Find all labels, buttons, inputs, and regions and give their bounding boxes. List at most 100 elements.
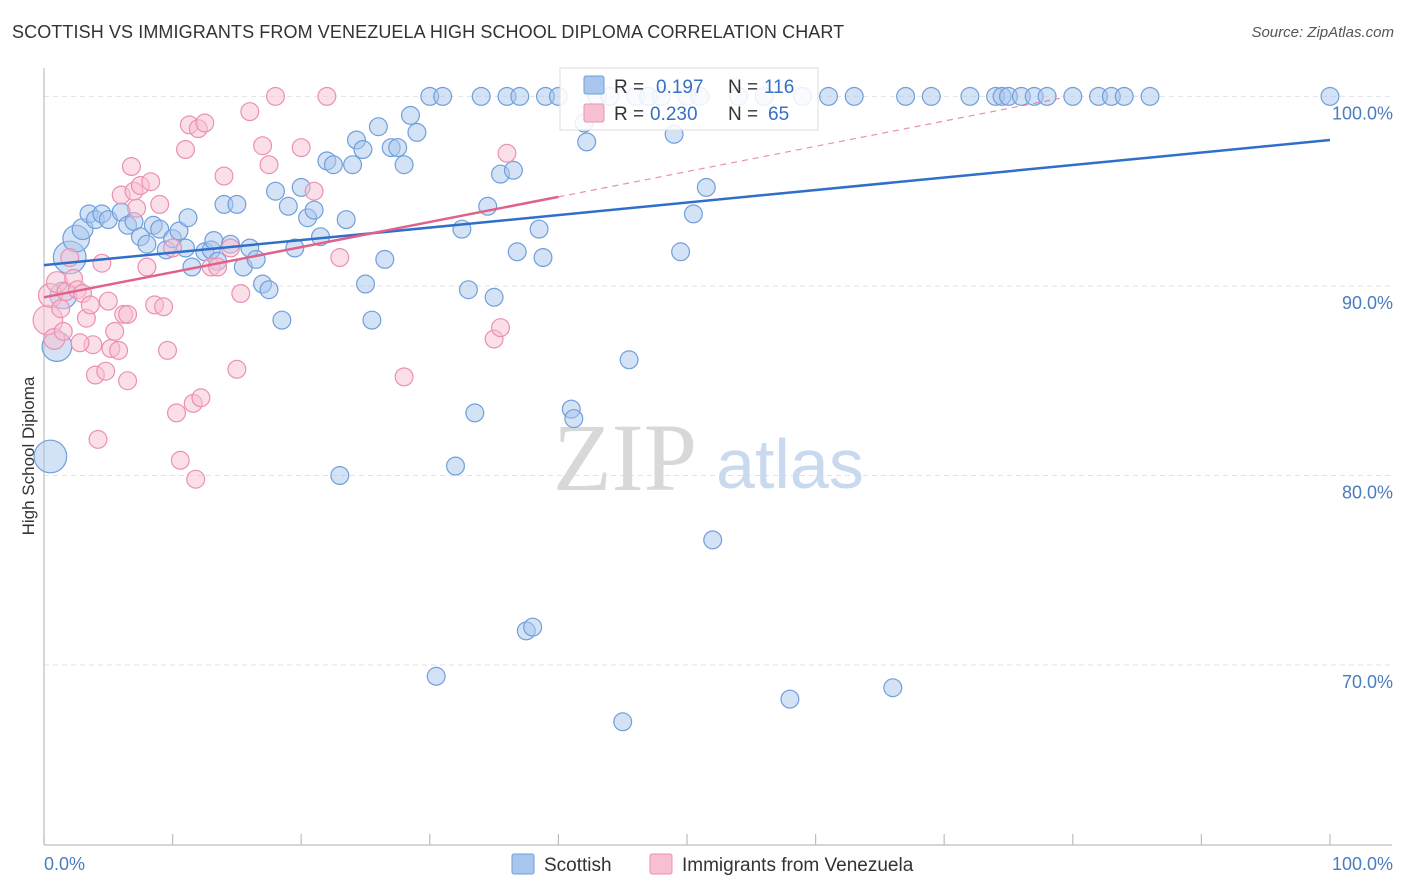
venezuela-point (88, 429, 108, 449)
scottish-point (304, 200, 324, 220)
scottish-point (388, 138, 408, 158)
venezuela-point (186, 469, 206, 489)
venezuela-point (105, 321, 125, 341)
x-tick-label: 100.0% (1332, 854, 1393, 874)
scottish-point (465, 403, 485, 423)
scottish-point (533, 248, 553, 268)
scottish-point (278, 196, 298, 216)
venezuela-point (98, 291, 118, 311)
venezuela-point (214, 166, 234, 186)
venezuela-point (170, 450, 190, 470)
venezuela-point (291, 138, 311, 158)
scottish-point (343, 155, 363, 175)
source-label: Source: ZipAtlas.com (1251, 24, 1394, 41)
stats-legend-swatch-scottish (583, 75, 605, 95)
scottish-point (484, 287, 504, 307)
bottom-legend-label-venezuela: Immigrants from Venezuela (682, 855, 914, 876)
venezuela-point (167, 403, 187, 423)
scottish-point (1037, 86, 1057, 106)
y-axis-label: High School Diploma (19, 376, 38, 535)
venezuela-point (191, 388, 211, 408)
venezuela-point (137, 257, 157, 277)
scottish-point (471, 86, 491, 106)
scottish-point (336, 210, 356, 230)
stats-r-value-scottish: 0.197 (656, 77, 704, 98)
venezuela-trend-extension (558, 97, 1061, 198)
venezuela-point (240, 102, 260, 122)
bottom-legend-swatch-venezuela (649, 853, 673, 875)
stats-r-value-venezuela: 0.230 (650, 104, 698, 125)
scottish-point (266, 181, 286, 201)
venezuela-point (304, 181, 324, 201)
venezuela-point (80, 295, 100, 315)
scottish-point (780, 689, 800, 709)
venezuela-point (394, 367, 414, 387)
scottish-point (356, 274, 376, 294)
scottish-point (33, 439, 68, 474)
stats-r-label-venezuela: R = (614, 104, 644, 125)
scottish-point (503, 160, 523, 180)
venezuela-point (253, 136, 273, 156)
scottish-point (696, 177, 716, 197)
y-tick-label: 90.0% (1342, 293, 1393, 313)
scottish-point (169, 221, 189, 241)
venezuela-point (118, 304, 138, 324)
bottom-legend: Scottish Immigrants from Venezuela (511, 853, 914, 876)
scottish-point (960, 86, 980, 106)
scottish-point (896, 86, 916, 106)
venezuela-point (176, 140, 196, 160)
scottish-point (362, 310, 382, 330)
venezuela-point (231, 284, 251, 304)
venezuela-point (70, 333, 90, 353)
scottish-point (375, 249, 395, 269)
scottish-point (227, 194, 247, 214)
chart-title: SCOTTISH VS IMMIGRANTS FROM VENEZUELA HI… (12, 22, 845, 42)
scottish-trend-line (43, 138, 1331, 267)
venezuela-point (317, 86, 337, 106)
scottish-point (671, 242, 691, 262)
venezuela-point (330, 248, 350, 268)
scottish-point (507, 242, 527, 262)
x-ticks: 0.0% 100.0% (43, 834, 1393, 874)
venezuela-point (150, 194, 170, 214)
venezuela-trend-line (43, 195, 559, 299)
scottish-point (510, 86, 530, 106)
scottish-point (523, 617, 543, 637)
stats-r-label-scottish: R = (614, 77, 644, 98)
venezuela-point (158, 340, 178, 360)
venezuela-point (109, 340, 129, 360)
bottom-legend-swatch-scottish (511, 853, 535, 875)
scottish-point (703, 530, 723, 550)
scottish-point (1063, 86, 1083, 106)
scottish-point (150, 219, 170, 239)
venezuela-point (118, 371, 138, 391)
scottish-point (446, 456, 466, 476)
venezuela-point (96, 361, 116, 381)
scottish-point (178, 208, 198, 228)
scottish-point (259, 280, 279, 300)
scottish-point (921, 86, 941, 106)
venezuela-point (491, 318, 511, 338)
venezuela-point (497, 143, 517, 163)
scottish-point (401, 105, 421, 125)
venezuela-points (32, 86, 517, 489)
stats-n-label-scottish: N = (728, 77, 758, 98)
watermark-atlas: atlas (716, 425, 864, 503)
venezuela-point (51, 299, 71, 319)
scottish-point (433, 86, 453, 106)
venezuela-point (141, 172, 161, 192)
stats-n-value-venezuela: 65 (768, 104, 789, 125)
stats-legend-swatch-venezuela (583, 103, 605, 123)
scottish-point (1320, 86, 1340, 106)
scottish-point (272, 310, 292, 330)
scottish-point (564, 409, 584, 429)
venezuela-point (227, 359, 247, 379)
y-tick-labels: 70.0% 80.0% 90.0% 100.0% (1332, 103, 1393, 692)
scottish-point (619, 350, 639, 370)
venezuela-point (92, 253, 112, 273)
scottish-point (613, 712, 633, 732)
scottish-point (458, 280, 478, 300)
venezuela-point (259, 155, 279, 175)
scottish-point (818, 86, 838, 106)
y-tick-label: 80.0% (1342, 482, 1393, 502)
